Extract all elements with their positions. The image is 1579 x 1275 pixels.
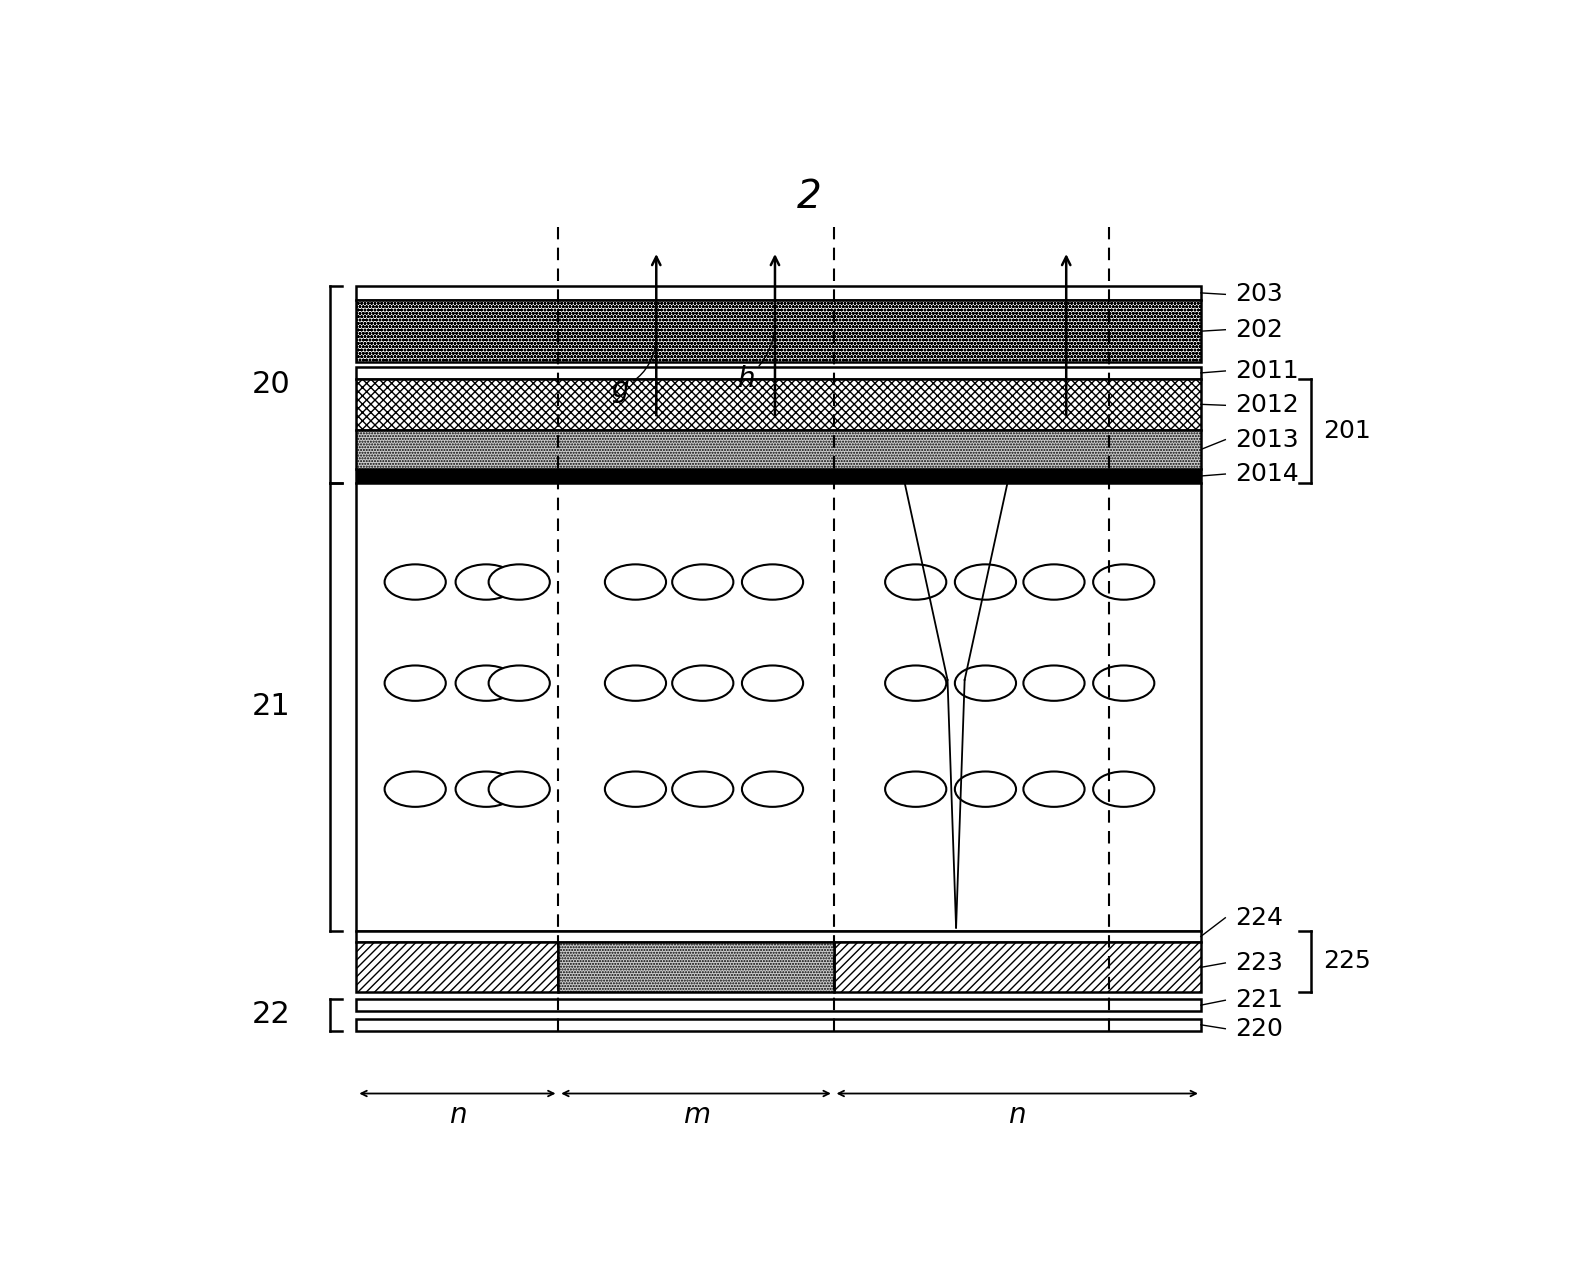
Ellipse shape xyxy=(955,771,1015,807)
Text: 2: 2 xyxy=(797,179,821,217)
Bar xyxy=(559,942,834,992)
Text: 203: 203 xyxy=(1235,282,1282,306)
Text: 224: 224 xyxy=(1235,905,1284,929)
Ellipse shape xyxy=(1093,666,1154,701)
Ellipse shape xyxy=(456,666,516,701)
Text: 225: 225 xyxy=(1323,950,1371,974)
Ellipse shape xyxy=(886,565,946,599)
Text: 20: 20 xyxy=(251,370,291,399)
Ellipse shape xyxy=(886,666,946,701)
Text: 2014: 2014 xyxy=(1235,462,1300,486)
Ellipse shape xyxy=(456,565,516,599)
Text: 220: 220 xyxy=(1235,1016,1284,1040)
Ellipse shape xyxy=(742,666,804,701)
Text: 21: 21 xyxy=(251,692,291,722)
Text: 2012: 2012 xyxy=(1235,393,1300,417)
Ellipse shape xyxy=(1023,565,1085,599)
Text: h: h xyxy=(737,333,774,393)
Bar xyxy=(357,931,1202,942)
Text: 202: 202 xyxy=(1235,317,1284,342)
Text: 223: 223 xyxy=(1235,951,1284,975)
Ellipse shape xyxy=(1093,565,1154,599)
Ellipse shape xyxy=(385,666,445,701)
Ellipse shape xyxy=(673,565,733,599)
Bar xyxy=(357,942,559,992)
Ellipse shape xyxy=(385,565,445,599)
Ellipse shape xyxy=(1023,666,1085,701)
Bar xyxy=(834,942,1202,992)
Text: 2013: 2013 xyxy=(1235,427,1298,451)
Ellipse shape xyxy=(605,565,666,599)
Ellipse shape xyxy=(605,771,666,807)
Text: 201: 201 xyxy=(1323,418,1371,442)
Bar xyxy=(357,1019,1202,1030)
Ellipse shape xyxy=(955,666,1015,701)
Text: n: n xyxy=(448,1102,466,1130)
Bar xyxy=(357,469,1202,483)
Ellipse shape xyxy=(673,771,733,807)
Ellipse shape xyxy=(1093,771,1154,807)
Bar xyxy=(357,430,1202,469)
Bar xyxy=(357,1000,1202,1011)
Ellipse shape xyxy=(605,666,666,701)
Ellipse shape xyxy=(385,771,445,807)
Ellipse shape xyxy=(1023,771,1085,807)
Ellipse shape xyxy=(886,771,946,807)
Bar xyxy=(357,301,1202,362)
Ellipse shape xyxy=(955,565,1015,599)
Ellipse shape xyxy=(456,771,516,807)
Text: 2011: 2011 xyxy=(1235,360,1298,382)
Bar xyxy=(357,286,1202,301)
Text: 22: 22 xyxy=(251,1001,291,1029)
Bar xyxy=(357,379,1202,430)
Bar xyxy=(357,367,1202,379)
Ellipse shape xyxy=(742,771,804,807)
Ellipse shape xyxy=(742,565,804,599)
Ellipse shape xyxy=(488,666,549,701)
Text: n: n xyxy=(1009,1102,1026,1130)
Ellipse shape xyxy=(488,565,549,599)
Bar xyxy=(357,483,1202,931)
Text: g: g xyxy=(611,342,655,403)
Text: 221: 221 xyxy=(1235,988,1284,1012)
Text: m: m xyxy=(682,1102,709,1130)
Ellipse shape xyxy=(488,771,549,807)
Ellipse shape xyxy=(673,666,733,701)
